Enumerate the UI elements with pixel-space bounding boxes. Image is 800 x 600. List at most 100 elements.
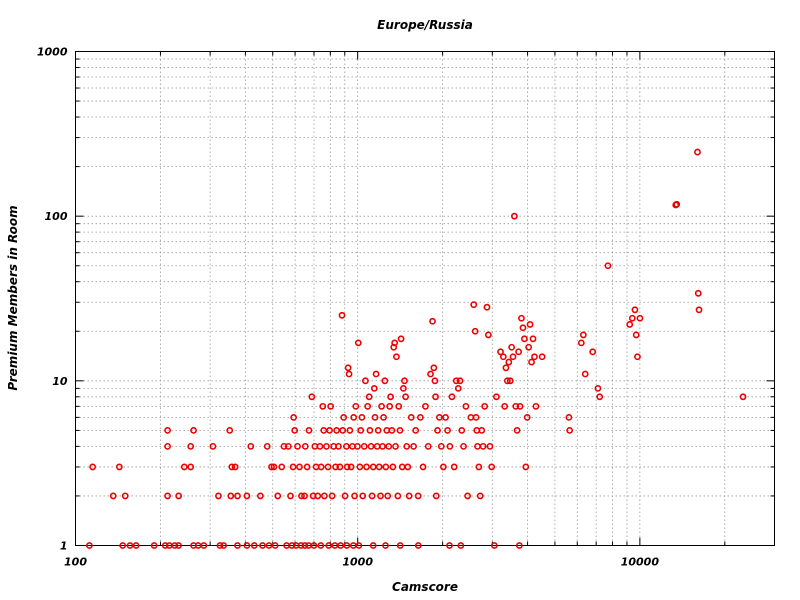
data-point xyxy=(250,542,258,549)
data-point xyxy=(439,463,447,471)
data-point xyxy=(347,463,355,471)
tick-labels: 100 1000 10000 1 10 100 1000 xyxy=(37,46,659,569)
data-point xyxy=(336,463,344,471)
data-point xyxy=(121,492,129,500)
data-point xyxy=(287,492,294,500)
data-point xyxy=(284,442,292,450)
data-point xyxy=(367,442,375,450)
data-point xyxy=(589,348,597,356)
data-point xyxy=(460,442,467,450)
data-point xyxy=(632,331,640,339)
data-point xyxy=(392,442,399,450)
data-point xyxy=(488,463,496,471)
data-point xyxy=(354,339,362,347)
data-point xyxy=(374,427,382,434)
data-point xyxy=(512,402,520,410)
data-point xyxy=(256,492,264,500)
data-point xyxy=(357,427,365,434)
data-point xyxy=(341,492,349,500)
data-point xyxy=(161,542,169,549)
data-point xyxy=(519,324,527,332)
data-point xyxy=(628,314,636,322)
data-point xyxy=(594,384,602,392)
data-point xyxy=(450,463,458,471)
data-point xyxy=(338,311,346,319)
data-point xyxy=(164,427,171,434)
axis-ticks xyxy=(75,51,775,546)
data-point xyxy=(506,377,514,385)
data-point xyxy=(352,402,360,410)
data-point xyxy=(343,542,351,549)
data-point xyxy=(375,463,383,471)
data-point xyxy=(484,331,492,339)
data-point xyxy=(393,353,400,361)
data-point xyxy=(234,542,241,549)
data-point xyxy=(280,442,288,450)
data-point xyxy=(325,542,333,549)
data-point xyxy=(476,492,484,500)
data-point xyxy=(215,492,222,500)
data-point xyxy=(333,427,341,434)
data-point xyxy=(200,542,208,549)
data-point xyxy=(502,364,510,372)
data-point xyxy=(187,463,195,471)
data-point xyxy=(171,542,179,549)
data-point xyxy=(324,463,332,471)
data-points xyxy=(85,148,747,549)
data-point xyxy=(407,413,415,421)
data-point xyxy=(288,542,296,549)
data-point xyxy=(634,353,641,361)
data-point xyxy=(259,542,266,549)
data-point xyxy=(296,463,303,471)
data-point xyxy=(566,427,574,434)
data-point xyxy=(328,492,336,500)
data-point xyxy=(446,542,453,549)
data-point xyxy=(508,343,516,351)
data-point xyxy=(271,542,279,549)
data-point xyxy=(363,463,370,471)
data-point xyxy=(380,413,387,421)
data-point xyxy=(481,402,489,410)
data-point xyxy=(175,492,183,500)
data-point xyxy=(119,542,127,549)
data-point xyxy=(532,402,540,410)
data-point xyxy=(369,463,377,471)
data-point xyxy=(263,442,271,450)
data-point xyxy=(326,427,333,434)
data-point xyxy=(335,442,342,450)
data-point xyxy=(303,463,311,471)
data-point xyxy=(579,331,587,339)
data-point xyxy=(513,427,521,434)
data-point xyxy=(515,348,523,356)
data-point xyxy=(529,335,537,343)
data-point xyxy=(404,463,412,471)
data-point xyxy=(340,413,348,421)
data-point xyxy=(479,442,487,450)
data-point xyxy=(377,492,384,500)
data-point xyxy=(626,321,634,328)
data-point xyxy=(301,542,309,549)
data-point xyxy=(518,314,525,322)
data-point xyxy=(405,492,413,500)
data-point xyxy=(470,301,478,309)
data-point xyxy=(432,393,439,401)
data-point xyxy=(581,370,589,378)
data-point xyxy=(388,427,396,434)
data-point xyxy=(464,492,471,500)
data-point xyxy=(294,442,301,450)
data-point xyxy=(399,384,407,392)
data-point xyxy=(368,492,376,500)
data-point xyxy=(351,492,358,500)
data-point xyxy=(320,492,328,500)
data-point xyxy=(359,492,367,500)
y-axis-label: Premium Members in Room xyxy=(6,205,20,390)
data-point xyxy=(454,384,462,392)
data-point xyxy=(317,463,325,471)
data-point xyxy=(270,463,278,471)
data-point xyxy=(401,377,408,385)
data-point xyxy=(437,442,445,450)
data-point xyxy=(126,542,134,549)
data-point xyxy=(483,303,491,311)
data-point xyxy=(414,492,422,500)
